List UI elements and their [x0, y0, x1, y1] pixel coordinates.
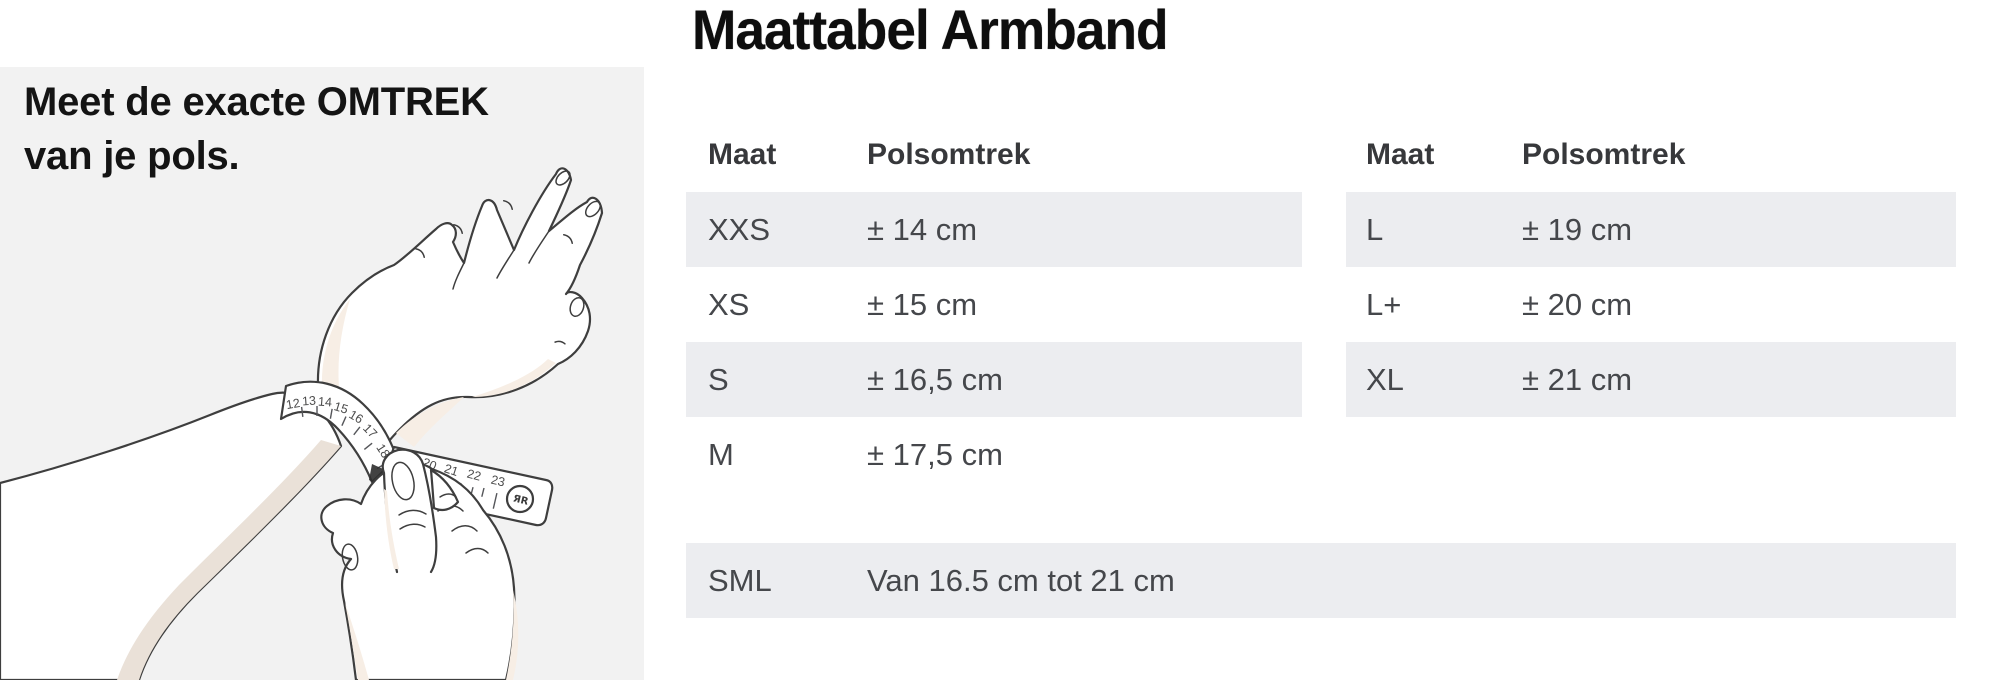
size-label: L+ — [1366, 286, 1402, 322]
forearm-shadow — [117, 440, 341, 680]
wrist-measurement-illustration: 12 13 14 15 16 17 18 — [0, 167, 604, 680]
size-value: ± 20 cm — [1522, 286, 1633, 322]
size-row-l: L ± 19 cm — [1346, 192, 1956, 267]
svg-text:22: 22 — [466, 467, 483, 484]
holding-thumb — [429, 468, 460, 512]
svg-text:16: 16 — [346, 407, 365, 426]
svg-text:12: 12 — [285, 396, 301, 412]
svg-text:13: 13 — [302, 394, 317, 409]
forearm — [0, 391, 343, 680]
size-row-s: S ± 16,5 cm — [686, 342, 1302, 417]
column-header-maat: Maat — [1366, 137, 1435, 171]
page-title: Maattabel Armband — [692, 0, 1168, 61]
instruction-line-1: Meet de exacte OMTREK — [24, 80, 489, 124]
column-header-polsomtrek: Polsomtrek — [867, 137, 1031, 171]
tape-band-ticks — [300, 406, 387, 470]
size-table-left: Maat Polsomtrek XXS ± 14 cm XS ± 15 cm S… — [686, 117, 1302, 492]
tape-band-numbers: 12 13 14 15 16 17 18 — [285, 394, 393, 461]
size-row-m: M ± 17,5 cm — [686, 417, 1302, 492]
svg-text:15: 15 — [332, 399, 349, 416]
size-label: S — [708, 361, 729, 397]
curled-fingernail — [341, 543, 359, 571]
size-row-l-plus: L+ ± 20 cm — [1346, 267, 1956, 342]
size-row-sml: SML Van 16.5 cm tot 21 cm — [686, 543, 1956, 618]
size-value: ± 15 cm — [867, 286, 978, 322]
svg-text:23: 23 — [490, 473, 507, 490]
column-header-polsomtrek: Polsomtrek — [1522, 137, 1686, 171]
measurement-instruction: Meet de exacte OMTREK van je pols. — [24, 75, 489, 183]
tape-brand-logo — [505, 484, 535, 514]
size-value: ± 17,5 cm — [867, 436, 1003, 472]
size-table-right: Maat Polsomtrek L ± 19 cm L+ ± 20 cm XL … — [1346, 117, 1956, 417]
size-value: ± 14 cm — [867, 211, 978, 247]
size-row-xxs: XXS ± 14 cm — [686, 192, 1302, 267]
fingernail — [555, 170, 571, 186]
index-fingernail — [391, 461, 415, 501]
size-label: XS — [708, 286, 750, 322]
size-label: XL — [1366, 361, 1404, 397]
svg-text:14: 14 — [318, 395, 333, 410]
column-header-maat: Maat — [708, 137, 777, 171]
table-header-row: Maat Polsomtrek — [1346, 117, 1956, 192]
size-row-xl: XL ± 21 cm — [1346, 342, 1956, 417]
measurement-panel: 12 13 14 15 16 17 18 — [0, 67, 644, 680]
size-label: SML — [708, 562, 772, 598]
size-row-xs: XS ± 15 cm — [686, 267, 1302, 342]
size-label: L — [1366, 211, 1384, 247]
size-value: Van 16.5 cm tot 21 cm — [867, 562, 1175, 598]
knuckle-crease — [415, 248, 425, 258]
table-header-row: Maat Polsomtrek — [686, 117, 1302, 192]
instruction-line-2: van je pols. — [24, 134, 240, 178]
tape-brand-monogram: ЯR — [512, 493, 530, 507]
size-value: ± 16,5 cm — [867, 361, 1003, 397]
size-label: M — [708, 436, 734, 472]
size-value: ± 21 cm — [1522, 361, 1633, 397]
size-label: XXS — [708, 211, 771, 247]
size-value: ± 19 cm — [1522, 211, 1633, 247]
